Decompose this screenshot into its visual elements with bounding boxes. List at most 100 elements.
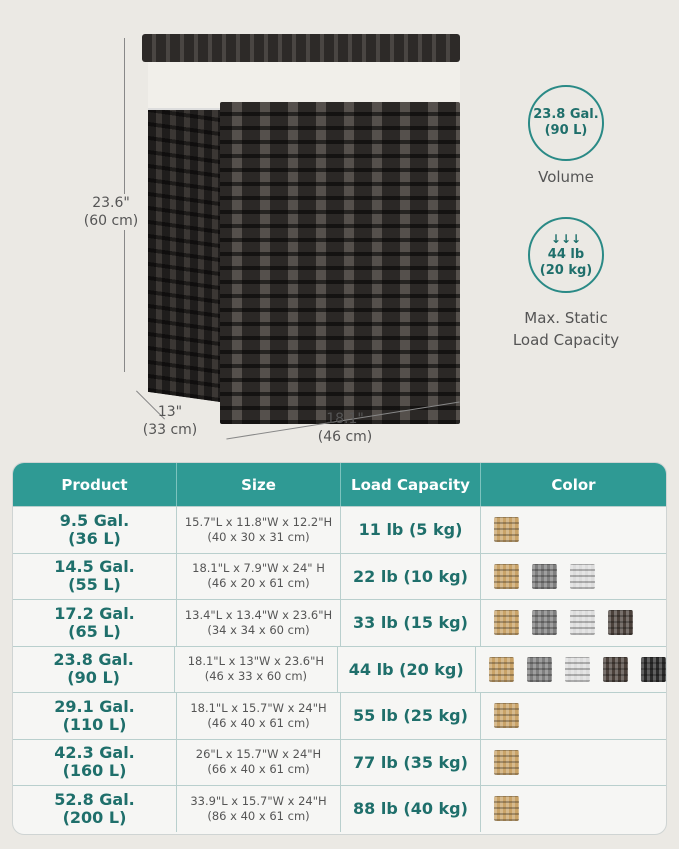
table-row: 42.3 Gal. (160 L) 26"L x 15.7"W x 24"H (66… [13,738,666,786]
laundry-basket-image [142,34,460,424]
header-product: Product [13,463,177,506]
color-swatch-natural [494,703,519,729]
product-gal: 29.1 Gal. [54,696,135,716]
height-in: 23.6" [92,195,130,211]
load-badge: ↓↓↓ 44 lb (20 kg) [528,217,604,293]
load-caption: Max. Static Load Capacity [496,307,636,351]
size-inches: 13.4"L x 13.4"W x 23.6"H [184,607,333,622]
table-row: 17.2 Gal. (65 L) 13.4"L x 13.4"W x 23.6"H… [13,599,666,646]
product-gal: 17.2 Gal. [54,603,135,623]
depth-in: 13" [157,404,183,420]
header-load-capacity: Load Capacity [341,463,481,506]
product-liters: (36 L) [68,528,121,548]
load-caption-2: Load Capacity [512,331,620,349]
load-capacity-cell: 44 lb (20 kg) [338,646,476,692]
width-cm: (46 cm) [317,429,373,445]
volume-l: (90 L) [544,123,588,138]
load-caption-1: Max. Static [524,309,608,327]
product-cell: 52.8 Gal. (200 L) [13,786,177,832]
product-cell: 14.5 Gal. (55 L) [13,553,177,599]
color-swatch-natural [494,749,519,775]
width-label: 18.1" (46 cm) [305,410,385,446]
size-cm: (34 x 34 x 60 cm) [207,622,310,637]
product-cell: 17.2 Gal. (65 L) [13,600,177,646]
size-cell: 15.7"L x 11.8"W x 12.2"H (40 x 30 x 31 cm… [177,507,341,553]
depth-cm: (33 cm) [142,422,198,438]
product-liters: (110 L) [62,714,127,734]
load-capacity-cell: 88 lb (40 kg) [341,786,481,832]
height-label: 23.6" (60 cm) [76,194,146,230]
size-cell: 18.1"L x 13"W x 23.6"H (46 x 33 x 60 cm) [175,646,338,692]
color-cell [481,554,666,600]
color-swatch-natural [489,656,514,682]
color-swatch-white [570,610,595,636]
table-row: 29.1 Gal. (110 L) 18.1"L x 15.7"W x 24"H(… [13,692,666,739]
basket-front [220,102,460,424]
product-gal: 42.3 Gal. [54,743,135,763]
volume-gal: 23.8 Gal. [533,107,599,122]
size-cm: (86 x 40 x 61 cm) [207,808,310,823]
table-row: 52.8 Gal. (200 L) 33.9"L x 15.7"W x 24"H(… [13,785,666,832]
height-cm: (60 cm) [83,213,139,229]
color-swatch-gray [532,563,557,589]
product-liters: (160 L) [62,761,127,781]
header-size: Size [177,463,341,506]
size-cell: 26"L x 15.7"W x 24"H (66 x 40 x 61 cm) [177,739,341,785]
color-swatch-brown [603,656,628,682]
color-swatch-natural [494,610,519,636]
load-lb: 44 lb [547,247,585,262]
size-inches: 33.9"L x 15.7"W x 24"H [190,793,327,808]
load-capacity-cell: 22 lb (10 kg) [341,553,481,599]
color-swatch-gray [532,610,557,636]
size-cell: 18.1"L x 15.7"W x 24"H (46 x 40 x 61 cm) [177,693,341,739]
color-cell [481,693,666,739]
size-inches: 18.1"L x 7.9"W x 24" H [192,561,325,576]
size-cell: 18.1"L x 7.9"W x 24" H (46 x 20 x 61 cm) [177,553,341,599]
basket-lid [142,34,460,62]
load-kg: (20 kg) [539,263,593,278]
depth-label: 13" (33 cm) [130,403,210,439]
load-capacity-cell: 33 lb (15 kg) [341,600,481,646]
product-cell: 42.3 Gal. (160 L) [13,739,177,785]
size-cell: 13.4"L x 13.4"W x 23.6"H (34 x 34 x 60 cm… [177,600,341,646]
size-cm: (66 x 40 x 61 cm) [207,762,310,777]
size-inches: 18.1"L x 13"W x 23.6"H [187,654,325,669]
size-cell: 33.9"L x 15.7"W x 24"H (86 x 40 x 61 cm) [177,786,341,832]
volume-badge: 23.8 Gal. (90 L) [528,85,604,161]
table-row: 9.5 Gal. (36 L) 15.7"L x 11.8"W x 12.2"H(… [13,506,666,553]
product-liters: (200 L) [62,807,127,827]
product-liters: (55 L) [68,575,121,595]
product-cell: 29.1 Gal. (110 L) [13,693,177,739]
color-cell [481,740,666,786]
color-cell [481,786,666,832]
product-liters: (65 L) [68,621,121,641]
color-swatch-brown [608,610,633,636]
color-cell [481,600,666,646]
table-row: 23.8 Gal. (90 L) 18.1"L x 13"W x 23.6"H (4… [13,645,666,692]
product-cell: 9.5 Gal. (36 L) [13,507,177,553]
product-cell: 23.8 Gal. (90 L) [13,646,176,692]
color-swatch-natural [494,563,519,589]
load-capacity-cell: 55 lb (25 kg) [341,693,481,739]
size-cm: (46 x 20 x 61 cm) [207,576,310,591]
size-inches: 26"L x 15.7"W x 24"H [195,747,322,762]
size-comparison-table: Product Size Load Capacity Color 9.5 Gal… [12,462,667,835]
product-gal: 9.5 Gal. [59,510,130,530]
product-gal: 14.5 Gal. [54,557,135,577]
volume-caption: Volume [538,168,594,186]
basket-side [148,91,220,403]
color-swatch-black [641,656,666,682]
table-header: Product Size Load Capacity Color [13,463,666,506]
product-liters: (90 L) [67,668,120,688]
product-gal: 52.8 Gal. [54,789,135,809]
header-color: Color [551,475,596,494]
size-cm: (40 x 30 x 31 cm) [207,529,310,544]
width-in: 18.1" [326,411,364,427]
size-inches: 18.1"L x 15.7"W x 24"H [190,700,327,715]
table-row: 14.5 Gal. (55 L) 18.1"L x 7.9"W x 24" H (4… [13,552,666,600]
product-gal: 23.8 Gal. [53,650,134,670]
color-swatch-natural [494,796,519,822]
color-swatch-white [565,656,590,682]
load-capacity-cell: 77 lb (35 kg) [341,739,481,785]
color-swatch-white [570,563,595,589]
